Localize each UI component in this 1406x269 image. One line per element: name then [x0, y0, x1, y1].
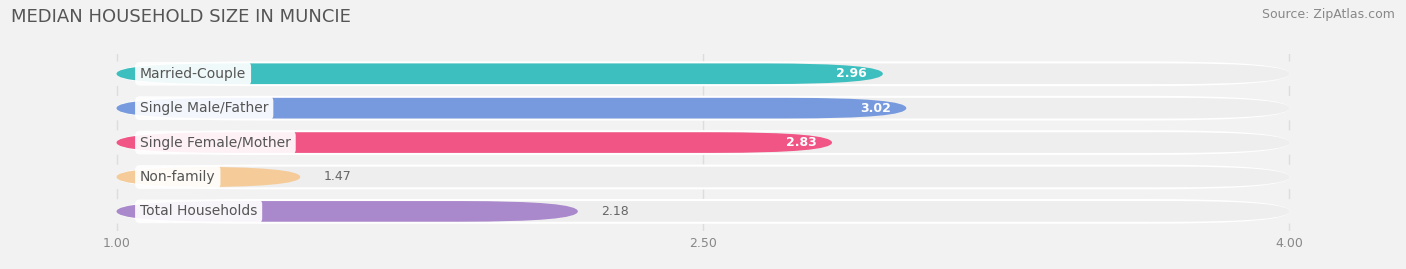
FancyBboxPatch shape — [7, 165, 1399, 189]
Text: Source: ZipAtlas.com: Source: ZipAtlas.com — [1261, 8, 1395, 21]
FancyBboxPatch shape — [117, 165, 1289, 189]
FancyBboxPatch shape — [117, 63, 883, 84]
FancyBboxPatch shape — [117, 61, 1289, 86]
FancyBboxPatch shape — [7, 199, 1399, 224]
FancyBboxPatch shape — [117, 96, 1289, 121]
FancyBboxPatch shape — [117, 167, 1289, 187]
Text: 2.96: 2.96 — [837, 67, 868, 80]
Text: Non-family: Non-family — [141, 170, 215, 184]
FancyBboxPatch shape — [117, 201, 1289, 222]
Text: Married-Couple: Married-Couple — [141, 67, 246, 81]
FancyBboxPatch shape — [117, 98, 1289, 118]
FancyBboxPatch shape — [7, 96, 1399, 121]
FancyBboxPatch shape — [7, 130, 1399, 155]
FancyBboxPatch shape — [117, 130, 1289, 155]
Text: Single Female/Mother: Single Female/Mother — [141, 136, 291, 150]
Text: 3.02: 3.02 — [860, 102, 890, 115]
Text: 2.18: 2.18 — [602, 205, 628, 218]
FancyBboxPatch shape — [117, 201, 578, 222]
FancyBboxPatch shape — [117, 132, 1289, 153]
FancyBboxPatch shape — [7, 61, 1399, 86]
Text: MEDIAN HOUSEHOLD SIZE IN MUNCIE: MEDIAN HOUSEHOLD SIZE IN MUNCIE — [11, 8, 352, 26]
FancyBboxPatch shape — [117, 167, 301, 187]
FancyBboxPatch shape — [117, 132, 832, 153]
Text: 2.83: 2.83 — [786, 136, 817, 149]
FancyBboxPatch shape — [117, 199, 1289, 224]
FancyBboxPatch shape — [117, 63, 1289, 84]
Text: Total Households: Total Households — [141, 204, 257, 218]
Text: 1.47: 1.47 — [323, 171, 352, 183]
FancyBboxPatch shape — [117, 98, 907, 118]
Text: Single Male/Father: Single Male/Father — [141, 101, 269, 115]
